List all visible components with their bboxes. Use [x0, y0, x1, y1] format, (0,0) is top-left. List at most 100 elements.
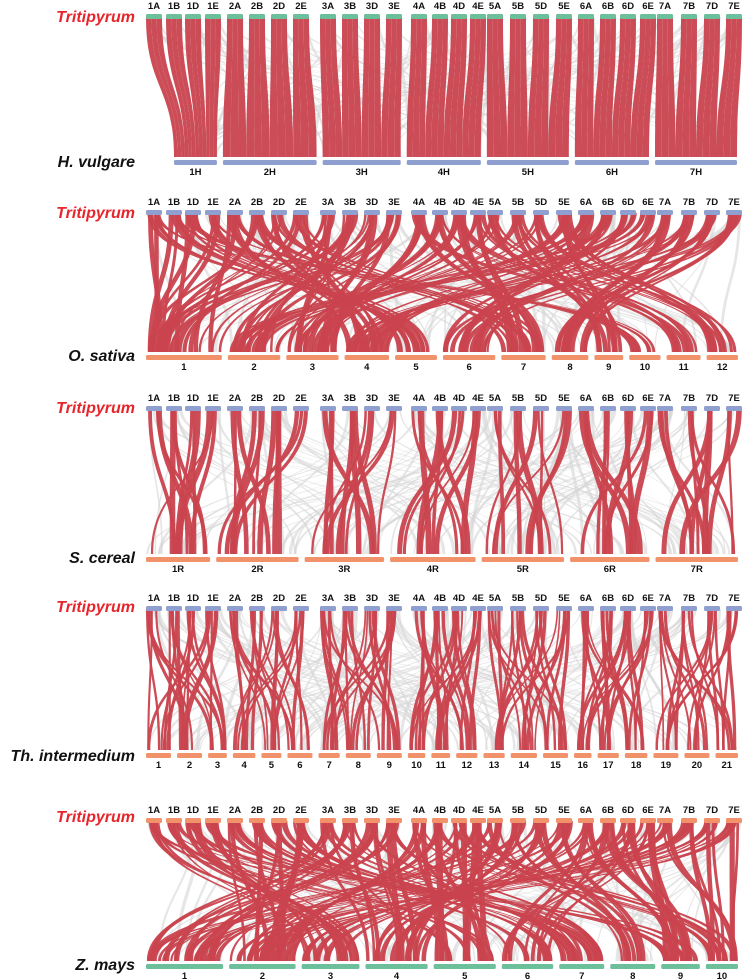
syntenic-link	[369, 213, 627, 352]
syntenic-link	[368, 17, 375, 157]
syntenic-link	[580, 409, 648, 554]
background-link	[346, 213, 445, 352]
syntenic-link	[173, 821, 332, 961]
syntenic-link	[159, 213, 336, 352]
syntenic-link	[253, 821, 281, 961]
syntenic-link	[507, 17, 516, 157]
background-link	[395, 609, 634, 750]
background-link	[252, 17, 643, 157]
syntenic-link	[180, 609, 217, 750]
top-chromosome-label: 4B	[434, 1, 446, 12]
syntenic-link	[462, 213, 737, 352]
syntenic-link	[498, 609, 514, 750]
syntenic-link	[442, 213, 607, 352]
top-chromosome-bar	[227, 210, 243, 215]
top-chromosome-labels: 1A 1B 1D 1E 2A 2B 2D 2E 3A 3B 3D 3E 4A 4B 4D 4E 5A 5B 5D 5E…	[148, 1, 740, 12]
syntenic-link	[554, 213, 715, 352]
top-chromosome-bar	[510, 14, 526, 19]
background-link	[475, 409, 688, 554]
top-chromosome-label: 3D	[366, 197, 378, 208]
bottom-chromosome-label: 4R	[427, 564, 439, 575]
background-link	[362, 409, 465, 554]
bottom-chromosome-bar	[551, 355, 589, 360]
syntenic-link	[193, 213, 238, 352]
top-chromosome-label: 4A	[413, 593, 425, 604]
syntenic-link	[281, 17, 294, 157]
bottom-chromosome-label: 3	[310, 362, 315, 373]
syntenic-link	[658, 609, 678, 750]
background-link	[318, 213, 366, 352]
syntenic-link	[374, 213, 651, 352]
bottom-chromosome-label: 18	[631, 760, 642, 771]
background-link	[324, 409, 466, 554]
syntenic-link	[494, 609, 543, 750]
top-chromosome-bar	[185, 406, 201, 411]
syntenic-link	[235, 821, 593, 961]
syntenic-link	[705, 821, 716, 961]
syntenic-link	[322, 609, 348, 750]
top-chromosome-bar	[726, 210, 742, 215]
top-chromosome-bar	[432, 210, 448, 215]
background-link	[654, 213, 717, 352]
top-chromosome-label: 6B	[602, 1, 614, 12]
syntenic-link	[258, 821, 596, 961]
syntenic-link	[322, 609, 391, 750]
syntenic-link	[297, 821, 553, 961]
syntenic-link	[236, 409, 271, 554]
syntenic-link	[306, 821, 586, 961]
bottom-chromosome-bar	[629, 355, 661, 360]
background-link	[169, 409, 255, 554]
bottom-chromosome-bar	[174, 160, 217, 165]
top-chromosome-label: 5E	[558, 805, 570, 816]
top-chromosome-label: 7A	[659, 805, 671, 816]
bottom-chromosome-bar	[146, 355, 222, 360]
bottom-genome-label: O. sativa	[68, 348, 135, 365]
syntenic-link	[162, 821, 711, 961]
top-chromosome-label: 5E	[558, 197, 570, 208]
top-chromosome-label: 2E	[295, 593, 307, 604]
syntenic-link	[276, 821, 731, 961]
top-chromosome-label: 6D	[622, 1, 634, 12]
syntenic-link	[422, 609, 458, 750]
syntenic-link	[162, 609, 212, 750]
top-chromosome-label: 1D	[187, 1, 199, 12]
background-link	[205, 821, 492, 961]
syntenic-link	[185, 17, 200, 157]
syntenic-link	[581, 609, 649, 750]
top-chromosome-label: 7E	[728, 1, 740, 12]
bottom-chromosome-label: 7	[521, 362, 526, 373]
syntenic-link	[419, 17, 427, 157]
syntenic-link	[237, 821, 530, 961]
syntenic-link	[443, 17, 457, 157]
bottom-chromosome-label: 9	[387, 760, 392, 771]
top-chromosome-label: 2D	[273, 805, 285, 816]
top-chromosome-label: 2B	[251, 393, 263, 404]
syntenic-link	[260, 213, 355, 352]
syntenic-link	[233, 609, 274, 750]
syntenic-link	[158, 213, 325, 352]
background-link	[279, 409, 557, 554]
syntenic-link	[215, 821, 453, 961]
bottom-chromosome-bar	[146, 753, 172, 758]
syntenic-link	[726, 609, 737, 750]
syntenic-link	[186, 821, 450, 961]
top-chromosome-bar	[146, 818, 162, 823]
background-link	[433, 17, 537, 157]
top-chromosome-bar	[386, 818, 402, 823]
bottom-chromosome-labels: 1 2 3 4 5 6 7 8 9 10 11 12 13 14 15 16 17 18 19 20 21	[156, 760, 733, 771]
syntenic-link	[660, 409, 694, 554]
background-link	[331, 17, 686, 157]
syntenic-link	[240, 213, 333, 352]
background-link	[335, 409, 482, 554]
top-chromosome-label: 5B	[512, 393, 524, 404]
background-link	[629, 821, 642, 961]
syntenic-link	[527, 17, 539, 157]
background-link	[564, 821, 714, 961]
bottom-chromosome-bar	[208, 753, 227, 758]
syntenic-link	[175, 213, 353, 352]
bottom-chromosome-label: 12	[717, 362, 728, 373]
top-chromosome-label: 1A	[148, 805, 160, 816]
top-chromosome-bar	[657, 406, 673, 411]
top-chromosome-label: 4A	[413, 1, 425, 12]
syntenic-link	[270, 213, 328, 352]
